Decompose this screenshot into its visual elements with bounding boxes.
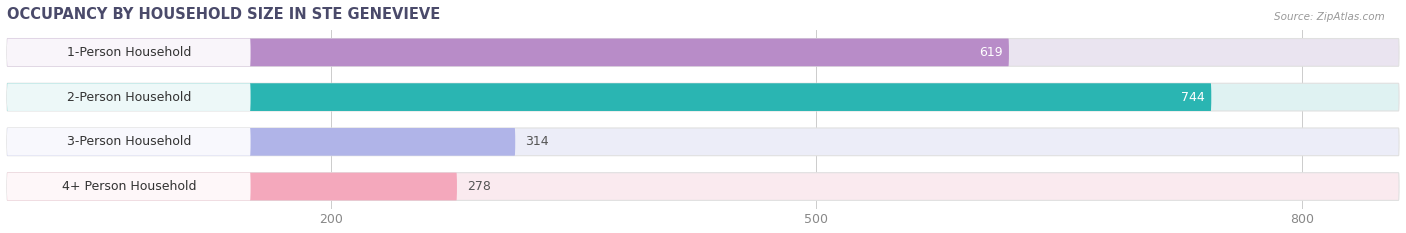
Text: Source: ZipAtlas.com: Source: ZipAtlas.com [1274, 12, 1385, 22]
Text: 744: 744 [1181, 91, 1205, 104]
Text: 4+ Person Household: 4+ Person Household [62, 180, 195, 193]
Text: 2-Person Household: 2-Person Household [66, 91, 191, 104]
Text: OCCUPANCY BY HOUSEHOLD SIZE IN STE GENEVIEVE: OCCUPANCY BY HOUSEHOLD SIZE IN STE GENEV… [7, 7, 440, 22]
Text: 314: 314 [524, 135, 548, 148]
FancyBboxPatch shape [7, 38, 1399, 66]
FancyBboxPatch shape [7, 128, 250, 156]
FancyBboxPatch shape [7, 83, 1399, 111]
FancyBboxPatch shape [7, 38, 250, 66]
Text: 278: 278 [467, 180, 491, 193]
FancyBboxPatch shape [7, 83, 1212, 111]
Text: 3-Person Household: 3-Person Household [66, 135, 191, 148]
Text: 1-Person Household: 1-Person Household [66, 46, 191, 59]
FancyBboxPatch shape [7, 128, 1399, 156]
FancyBboxPatch shape [7, 173, 1399, 200]
FancyBboxPatch shape [7, 173, 457, 200]
FancyBboxPatch shape [7, 128, 515, 156]
FancyBboxPatch shape [7, 38, 1010, 66]
FancyBboxPatch shape [7, 173, 250, 200]
FancyBboxPatch shape [7, 83, 250, 111]
Text: 619: 619 [979, 46, 1002, 59]
